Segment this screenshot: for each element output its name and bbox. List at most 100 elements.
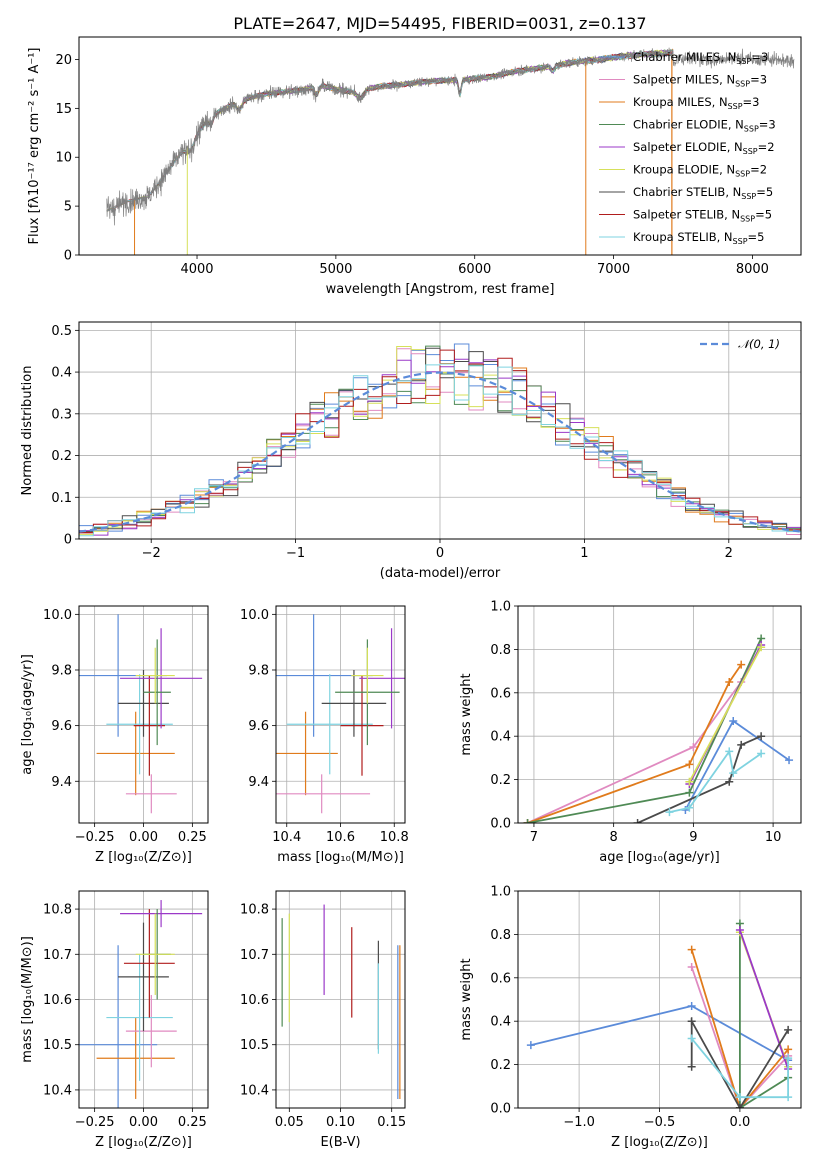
y-tick-label: 10.6	[43, 993, 72, 1008]
plot-area	[281, 904, 401, 1099]
x-tick-label: 0.25	[178, 830, 207, 845]
y-axis-label: Flux [fλ10⁻¹⁷ erg cm⁻² s⁻¹ A⁻¹]	[27, 48, 42, 245]
y-axis-label: mass weight	[459, 958, 474, 1040]
y-tick-label: 0.4	[51, 366, 72, 381]
data-point	[633, 819, 642, 823]
data-point	[729, 769, 738, 778]
model-line-yellow	[106, 49, 674, 211]
x-axis-label: Z [log₁₀(Z/Z⊙)]	[611, 1135, 708, 1150]
y-tick-label: 10.8	[240, 903, 269, 918]
series-line	[739, 929, 789, 1070]
data-point	[785, 756, 794, 765]
y-tick-label: 9.4	[51, 775, 72, 790]
errorbar-point-blue	[79, 945, 158, 1108]
y-tick-label: 10.6	[240, 993, 269, 1008]
model-line-dark	[106, 50, 674, 212]
data-point	[689, 743, 698, 752]
y-axis-label: mass [log₁₀(M/M⊙)]	[20, 936, 35, 1063]
x-tick-label: 7000	[597, 262, 630, 277]
y-tick-label: 0	[64, 533, 72, 548]
data-point	[757, 732, 766, 741]
y-axis-label: age [log₁₀(age/yr)]	[20, 654, 35, 775]
data-point	[685, 788, 694, 797]
x-tick-label: −1	[286, 546, 305, 561]
y-tick-label: 10.8	[43, 903, 72, 918]
y-tick-label: 10.0	[43, 608, 72, 623]
errorbar-point-purple	[120, 900, 203, 928]
axes-frame	[517, 605, 802, 824]
plot-area	[526, 919, 793, 1108]
y-tick-label: 10.5	[240, 1038, 269, 1053]
x-tick-label: 10.8	[380, 830, 409, 845]
data-point	[735, 926, 744, 935]
series-cyan	[687, 1034, 793, 1102]
series-line	[637, 735, 762, 823]
data-point	[737, 740, 746, 749]
x-tick-label: −2	[142, 546, 161, 561]
legend-entry: Chabrier MILES, NSSP=3	[633, 50, 768, 66]
x-tick-label: −0.25	[75, 830, 115, 845]
y-tick-label: 10.7	[43, 948, 72, 963]
x-axis-label: Z [log₁₀(Z/Z⊙)]	[95, 850, 192, 865]
y-tick-label: 10.4	[43, 1083, 72, 1098]
panel-mass-age: 10.4 10.6 10.8 9.4 9.6 9.8 10.0 mass [log₁₀(M/M…	[240, 605, 409, 865]
y-tick-label: 10.4	[240, 1083, 269, 1098]
plot-area	[523, 634, 794, 823]
y-tick-label: 0.6	[490, 971, 511, 986]
data-point	[687, 962, 696, 971]
y-tick-label: 0.0	[490, 817, 511, 832]
legend-entry: Salpeter STELIB, NSSP=5	[633, 208, 772, 224]
data-point	[784, 1093, 793, 1102]
plot-area	[79, 900, 203, 1108]
data-point	[737, 660, 746, 669]
data-point	[687, 1062, 696, 1071]
legend-entry: Chabrier ELODIE, NSSP=3	[633, 118, 776, 134]
x-tick-label: 1	[580, 546, 588, 561]
series-line	[739, 923, 789, 1108]
x-tick-label: 0.00	[129, 830, 158, 845]
x-tick-label: −1.0	[563, 1115, 595, 1130]
y-tick-label: 9.8	[248, 663, 269, 678]
data-point	[526, 1041, 535, 1050]
y-tick-label: 15	[55, 102, 72, 117]
data-point	[784, 1045, 793, 1054]
series-line	[527, 664, 742, 823]
x-tick-label: 0.00	[129, 1115, 158, 1130]
data-point	[725, 747, 734, 756]
y-tick-label: 0.2	[51, 449, 72, 464]
y-tick-label: 0.0	[490, 1102, 511, 1117]
errorbar-point-orange	[96, 1017, 175, 1099]
data-point	[687, 1034, 696, 1043]
series-purple	[735, 926, 793, 1073]
x-axis-label: E(B-V)	[320, 1135, 360, 1150]
data-point	[687, 945, 696, 954]
y-tick-label: 0.3	[51, 407, 72, 422]
data-point	[757, 643, 766, 652]
errorbar-point-pink	[276, 774, 371, 814]
x-axis-label: wavelength [Angstrom, rest frame]	[326, 282, 555, 297]
x-tick-label: 0.10	[326, 1115, 355, 1130]
series-dark	[633, 732, 766, 823]
y-tick-label: 20	[55, 53, 72, 68]
x-tick-label: 10	[765, 830, 782, 845]
axes-frame	[78, 605, 209, 824]
errorbar-point-red	[340, 675, 384, 776]
panel-age-weight: 7 8 9 10 0.0 0.2 0.4 0.6 0.8 1.0 age [log₁₀(age/yr…	[459, 600, 802, 865]
x-tick-label: 7	[530, 830, 538, 845]
legend-entry: Kroupa STELIB, NSSP=5	[633, 230, 764, 246]
x-tick-label: 8	[610, 830, 618, 845]
axes-frame	[275, 605, 406, 824]
data-point	[725, 777, 734, 786]
panel-z-mass: −0.25 0.00 0.25 10.4 10.5 10.6 10.7 10.8 Z [log₁…	[20, 890, 209, 1150]
x-axis-label: age [log₁₀(age/yr)]	[599, 850, 720, 865]
x-tick-label: 10.4	[272, 830, 301, 845]
series-yellow	[685, 643, 766, 786]
data-point	[687, 1002, 696, 1011]
errorbar-point-yellow	[135, 913, 175, 995]
histogram-cyan	[79, 363, 801, 537]
panel-spectrum: 4000 5000 6000 7000 8000 0 5 10 15 20 wavelength […	[27, 14, 802, 297]
y-tick-label: 10.7	[240, 948, 269, 963]
y-tick-label: 0.8	[490, 928, 511, 943]
y-tick-label: 10.5	[43, 1038, 72, 1053]
